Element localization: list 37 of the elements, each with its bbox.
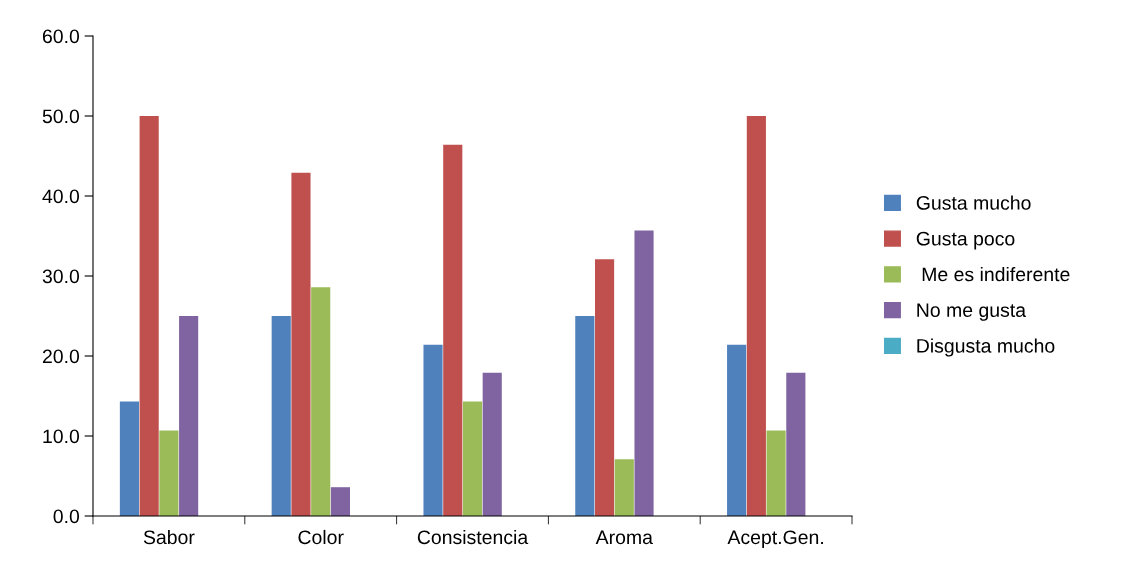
x-tick-label: Consistencia: [417, 529, 529, 545]
x-tick-label: Color: [298, 529, 344, 545]
bar: [179, 316, 199, 516]
bar: [575, 316, 595, 516]
bar: [786, 372, 806, 516]
y-tick-label: 20.0: [42, 349, 80, 364]
bar: [330, 487, 350, 516]
bar: [139, 116, 159, 516]
bar: [595, 259, 615, 516]
bar: [119, 401, 139, 516]
y-tick-label: 60.0: [42, 29, 80, 44]
legend-label: Gusta poco: [916, 231, 1015, 250]
bar: [271, 316, 291, 516]
x-tick-label: Sabor: [143, 529, 195, 545]
legend-label: No me gusta: [917, 303, 1027, 321]
bar: [482, 372, 502, 516]
bar: [423, 344, 443, 516]
legend-label: Disgusta mucho: [917, 338, 1055, 357]
bar: [614, 459, 634, 516]
y-tick-label: 0.0: [53, 509, 80, 524]
bar: [727, 344, 747, 516]
y-tick-label: 30.0: [42, 269, 80, 284]
y-tick-label: 10.0: [43, 429, 80, 444]
x-tick-label: Acept.Gen.: [727, 530, 823, 549]
y-tick-label: 50.0: [42, 109, 80, 124]
legend-label: Me es indiferente: [922, 266, 1070, 282]
bar: [159, 430, 179, 516]
bar: [746, 116, 766, 516]
legend-label: Gusta mucho: [916, 195, 1031, 210]
bar: [443, 144, 463, 516]
y-tick-label: 40.0: [42, 189, 80, 204]
bar: [291, 172, 311, 516]
bar: [634, 230, 654, 516]
bar: [311, 287, 331, 516]
bar: [462, 401, 483, 516]
bar: [766, 430, 786, 516]
x-tick-label: Aroma: [595, 530, 653, 545]
